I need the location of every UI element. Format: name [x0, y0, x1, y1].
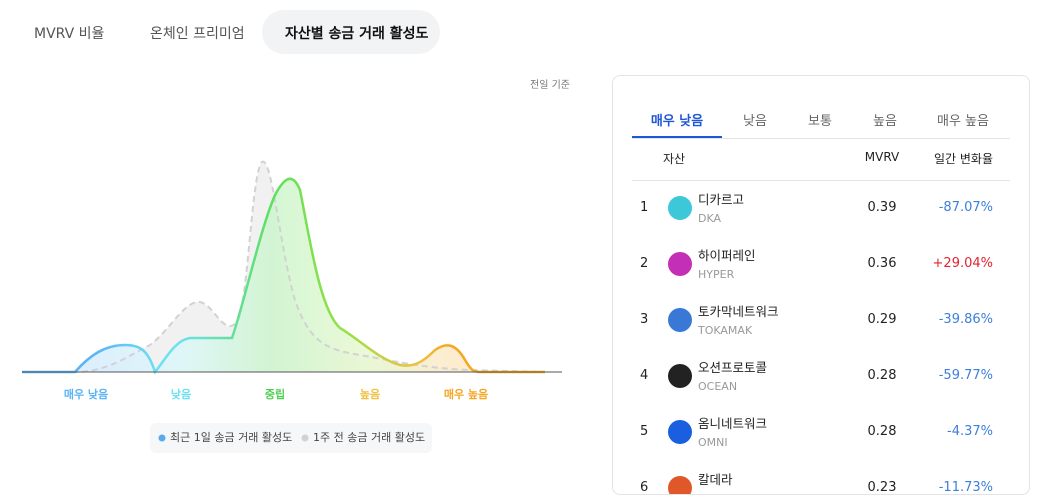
rank: 1 [640, 200, 649, 215]
rank: 4 [640, 368, 649, 383]
change: -4.37% [947, 424, 993, 439]
change: -39.86% [938, 312, 993, 327]
asset-icon [668, 252, 692, 276]
density-chart: 매우 낮음 낮음 중립 높음 매우 높음 최근 1일 송금 거래 활성도 1주 … [22, 160, 562, 453]
mvrv: 0.28 [867, 424, 897, 439]
zone-label: 매우 높음 [444, 387, 488, 401]
legend-box [150, 423, 432, 453]
divider [632, 138, 1010, 139]
tab[interactable]: 온체인 프리미엄 [150, 26, 245, 42]
col-header: MVRV [864, 150, 900, 164]
legend-dot [301, 434, 309, 442]
legend-text: 최근 1일 송금 거래 활성도 [170, 430, 292, 444]
panel-tab[interactable]: 낮음 [743, 114, 767, 129]
asset-icon [668, 364, 692, 388]
asset-name[interactable]: 칼데라 [698, 472, 733, 487]
rank: 2 [640, 256, 649, 271]
mvrv: 0.39 [867, 200, 897, 215]
panel [612, 75, 1030, 495]
asset-name[interactable]: 하이퍼레인 [698, 248, 756, 263]
legend-text: 1주 전 송금 거래 활성도 [313, 430, 425, 444]
change: -59.77% [938, 368, 993, 383]
asset-icon [668, 476, 692, 494]
mvrv: 0.28 [867, 368, 897, 383]
current-area [22, 178, 545, 372]
mvrv: 0.29 [867, 312, 897, 327]
legend-dot [158, 434, 166, 442]
asset-icon [668, 308, 692, 332]
zone-label: 중립 [265, 388, 285, 401]
mvrv: 0.23 [867, 480, 897, 494]
tab-active[interactable]: 자산별 송금 거래 활성도 [285, 26, 429, 42]
asset-name[interactable]: 옴니네트워크 [698, 416, 768, 431]
note: 전일 기준 [530, 80, 570, 91]
prev-line [22, 160, 546, 373]
asset-symbol: OMNI [698, 436, 728, 449]
divider [632, 180, 1010, 181]
col-header: 자산 [663, 152, 686, 166]
zone-label: 낮음 [171, 387, 191, 401]
asset-icon [668, 196, 692, 220]
asset-icon [668, 420, 692, 444]
asset-symbol: HYPER [698, 268, 735, 281]
col-header: 일간 변화율 [933, 152, 993, 166]
asset-symbol: DKA [698, 212, 722, 225]
asset-name[interactable]: 오션프로토콜 [698, 360, 768, 375]
tab[interactable]: MVRV 비율 [34, 26, 105, 42]
rank: 5 [640, 424, 649, 439]
tab-active-bg [262, 10, 440, 54]
current-line [22, 177, 545, 375]
zone-label: 높음 [360, 388, 380, 401]
rows: 1 디카르고 DKA 0.39 -87.07% 2 하이퍼레인 HYPER 0.36 +29.04… [612, 181, 1030, 494]
asset-name[interactable]: 토카막네트워크 [698, 304, 779, 319]
change: -11.73% [938, 480, 993, 494]
panel-tab[interactable]: 보통 [808, 114, 832, 129]
asset-name[interactable]: 디카르고 [698, 192, 745, 207]
asset-symbol: TOKAMAK [698, 324, 753, 337]
asset-symbol: OCEAN [698, 380, 738, 393]
panel-tab[interactable]: 매우 높음 [937, 114, 989, 129]
panel-tab[interactable]: 높음 [873, 114, 897, 129]
change: +29.04% [932, 256, 993, 271]
zone-label: 매우 낮음 [64, 387, 108, 401]
tab-underline [632, 136, 722, 138]
rank: 6 [640, 480, 649, 494]
panel-tab-active[interactable]: 매우 낮음 [650, 114, 704, 129]
rank: 3 [640, 312, 649, 327]
mvrv: 0.36 [867, 256, 897, 271]
change: -87.07% [938, 200, 993, 215]
